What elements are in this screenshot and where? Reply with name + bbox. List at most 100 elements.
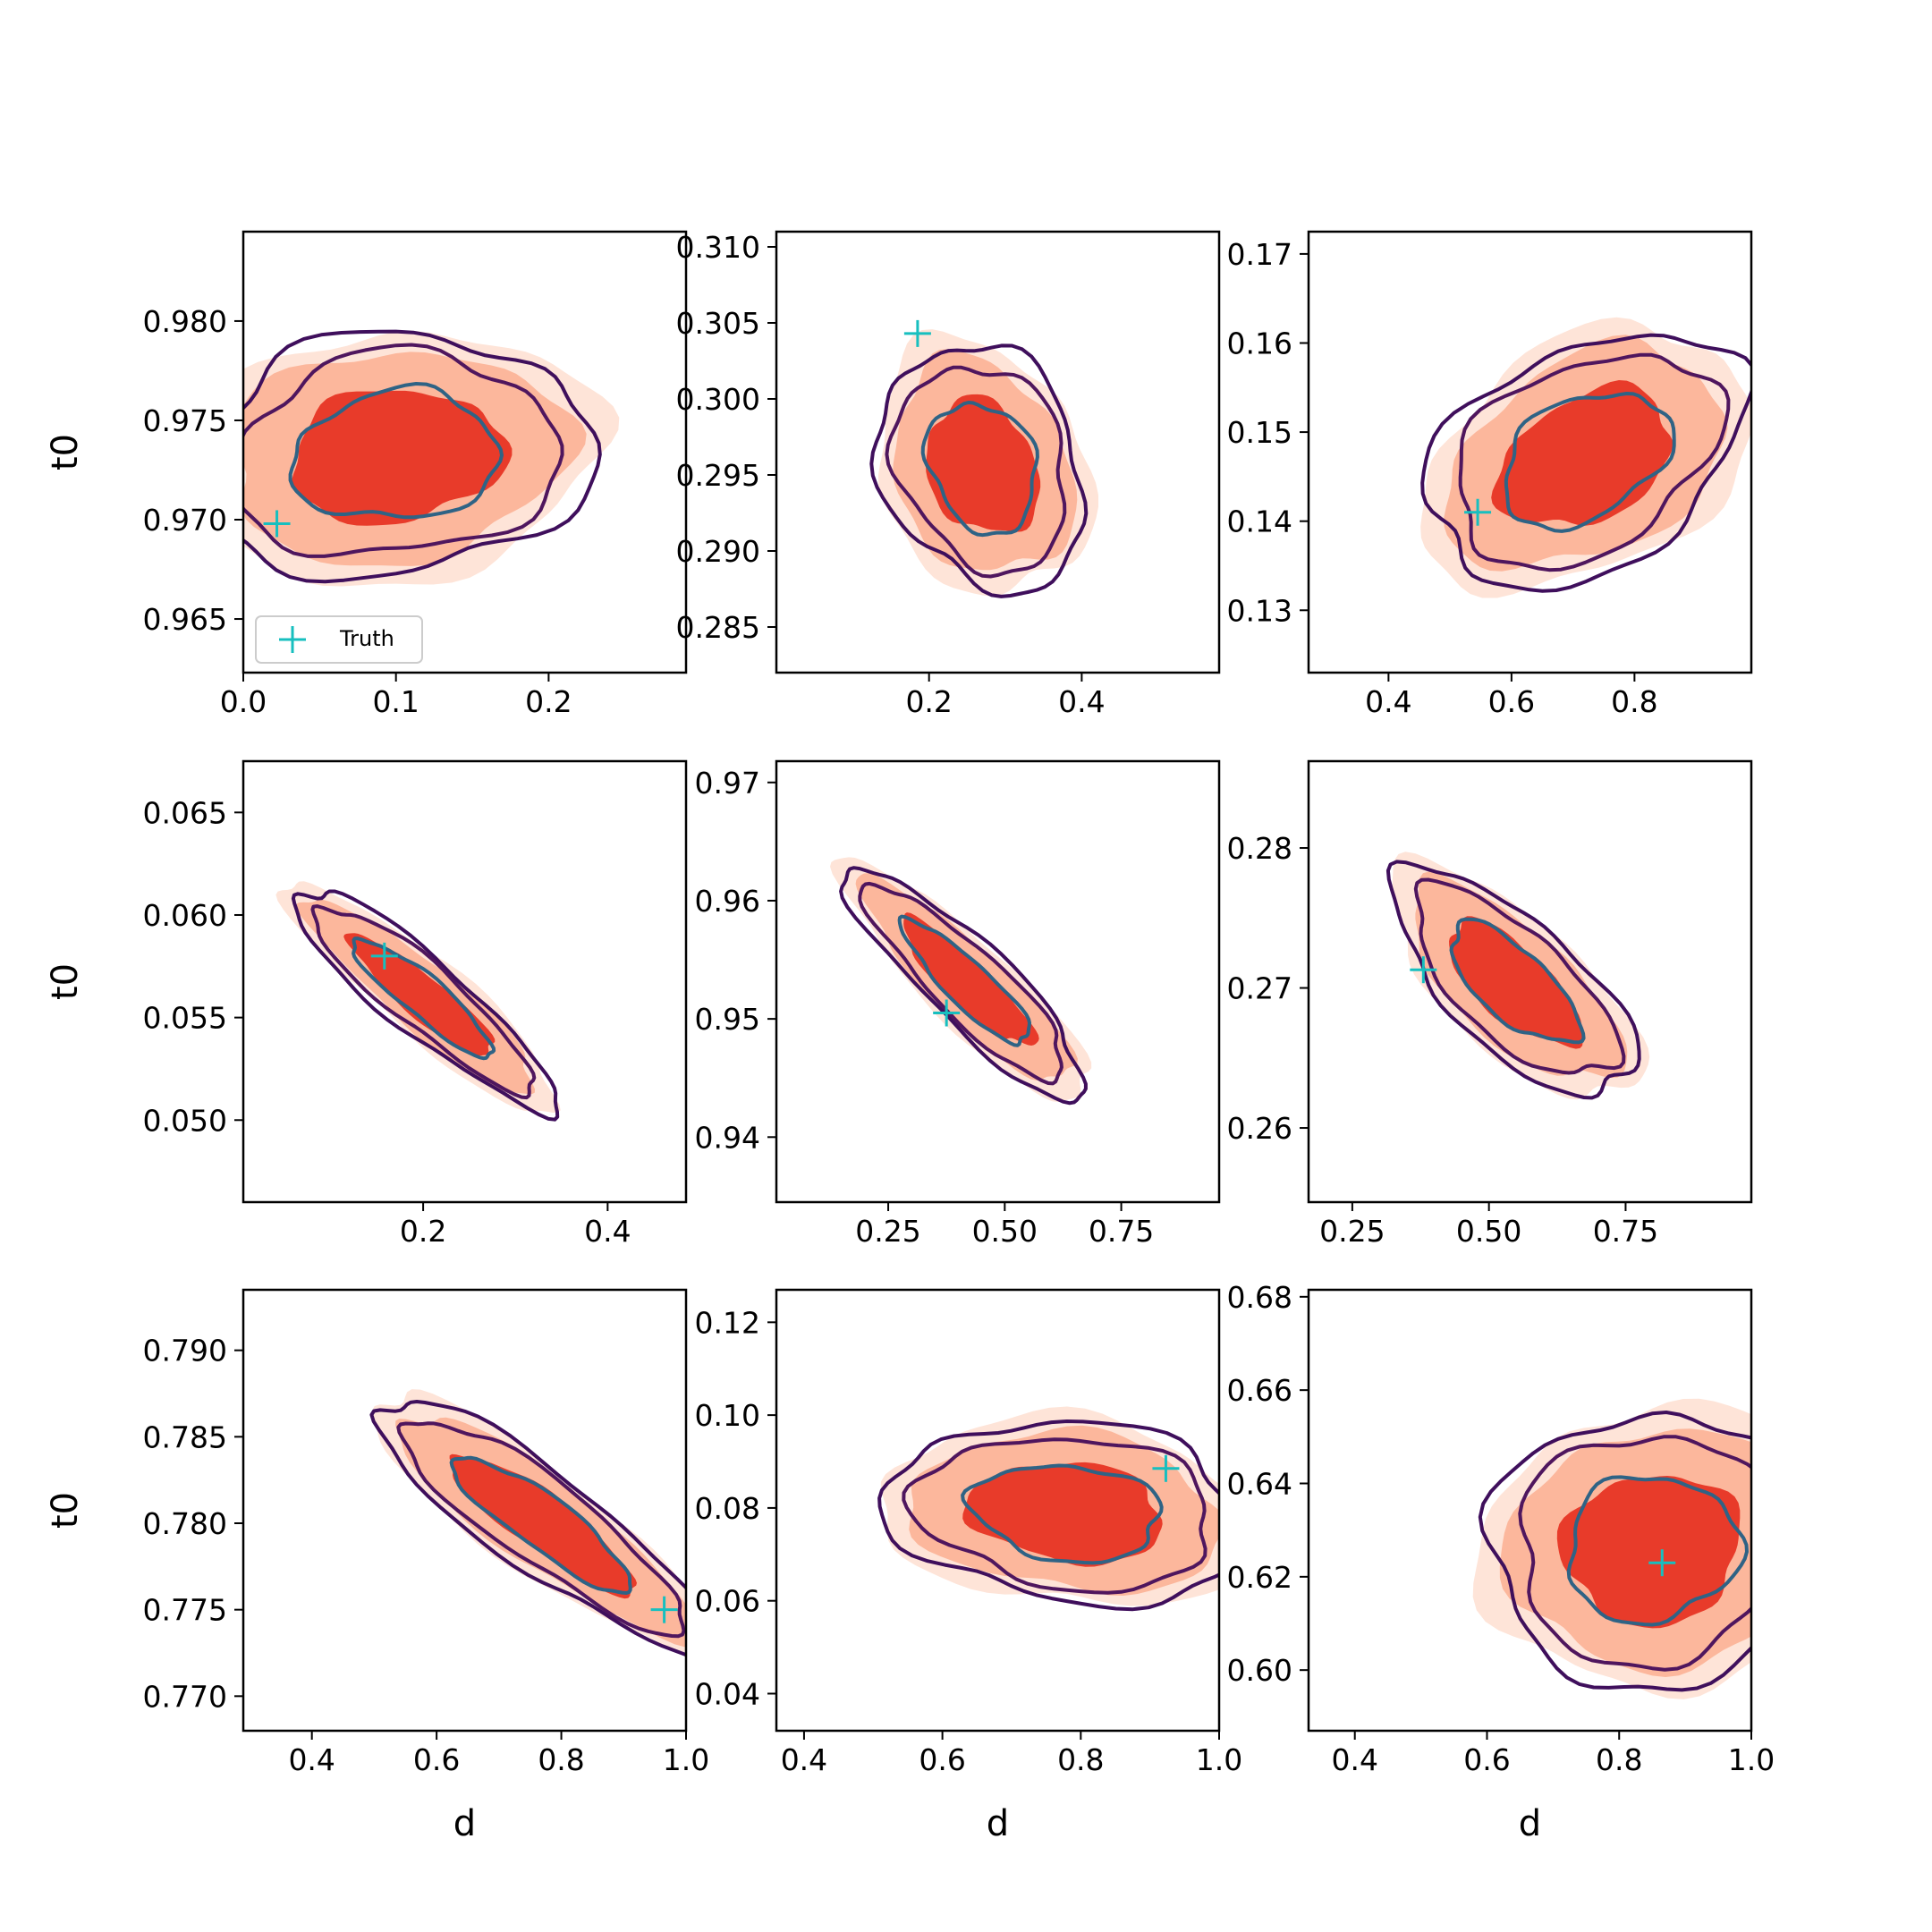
contour-line-outer	[839, 866, 1088, 1106]
truth-marker	[1648, 1549, 1676, 1577]
y-tick-label: 0.14	[1227, 504, 1292, 539]
density-fill-inner	[962, 1462, 1163, 1567]
contour-line-outer	[869, 343, 1089, 598]
x-tick-label: 0.6	[919, 1742, 965, 1777]
y-tick-label: 0.64	[1227, 1467, 1292, 1502]
x-tick-label: 0.6	[1463, 1742, 1510, 1777]
panel-6: 0.25 0.50 0.75 0.26 0.27 0.28	[1227, 759, 1753, 1249]
y-tick-label: 0.785	[143, 1419, 227, 1454]
x-tick-label: 0.0	[220, 684, 267, 719]
y-tick-label: 0.95	[695, 1002, 760, 1037]
density-fill-inner	[292, 390, 513, 526]
truth-marker	[650, 1596, 678, 1623]
y-tick-label: 0.10	[695, 1398, 760, 1433]
y-tick-label: 0.06	[695, 1584, 760, 1619]
y-tick-label: 0.94	[695, 1120, 760, 1155]
y-tick-label: 0.17	[1227, 237, 1292, 272]
y-tick-label: 0.13	[1227, 593, 1292, 628]
x-tick-label: 0.4	[1365, 684, 1411, 719]
x-tick-label: 0.8	[1596, 1742, 1642, 1777]
contour-line-outer	[369, 1400, 686, 1657]
x-tick-label: 0.75	[1089, 1214, 1154, 1249]
x-tick-label: 0.2	[905, 684, 952, 719]
contour-line-outer	[1478, 1411, 1751, 1692]
contour-line-outer	[877, 1419, 1219, 1612]
contour-line-middle	[310, 904, 537, 1100]
x-tick-label: 0.8	[1057, 1742, 1104, 1777]
plot-area	[369, 1389, 686, 1657]
truth-marker	[1410, 956, 1437, 984]
contour-line-middle	[885, 365, 1067, 579]
y-tick-label: 0.790	[143, 1334, 227, 1368]
y-tick-label: 0.050	[143, 1103, 227, 1138]
y-tick-label: 0.310	[676, 230, 760, 265]
y-tick-label: 0.16	[1227, 326, 1292, 360]
contour-line-middle	[1458, 352, 1731, 572]
contour-line-middle	[1413, 877, 1626, 1075]
legend: Truth	[255, 615, 423, 664]
x-axis-label: d	[1519, 1803, 1541, 1844]
y-tick-label: 0.96	[695, 884, 760, 919]
y-tick-label: 0.08	[695, 1491, 760, 1526]
density-fill-inner	[343, 933, 496, 1056]
panel-3: 0.4 0.6 0.8 0.13 0.14 0.15 0.16 0.17	[1227, 230, 1753, 719]
density-fill-inner	[1491, 380, 1674, 526]
contour-line-inner	[961, 1463, 1164, 1565]
panel-2: 0.2 0.4 0.285 0.290 0.295 0.300 0.305 0.310	[676, 230, 1221, 719]
y-tick-label: 0.62	[1227, 1560, 1292, 1595]
x-tick-label: 1.0	[1728, 1742, 1775, 1777]
x-tick-label: 0.6	[413, 1742, 460, 1777]
contour-line-outer	[291, 889, 560, 1122]
panel-7: 0.4 0.6 0.8 1.0 0.770 0.775 0.780 0.785 0.790 t0 d	[45, 1288, 709, 1844]
contour-line-inner	[352, 936, 496, 1061]
contour-line-outer	[1420, 333, 1751, 593]
y-tick-label: 0.28	[1227, 831, 1292, 866]
x-tick-label: 0.6	[1488, 684, 1535, 719]
y-tick-label: 0.12	[695, 1305, 760, 1340]
axes-frame	[775, 230, 1221, 674]
axes-frame	[242, 759, 688, 1204]
y-tick-label: 0.780	[143, 1506, 227, 1541]
x-tick-label: 0.2	[525, 684, 572, 719]
axes-frame	[775, 1288, 1221, 1733]
x-tick-label: 0.50	[1456, 1214, 1521, 1249]
x-tick-label: 0.1	[372, 684, 419, 719]
y-tick-label: 0.965	[143, 602, 227, 637]
contour-line-inner	[449, 1455, 632, 1595]
y-tick-label: 0.980	[143, 304, 227, 339]
axes-frame	[775, 759, 1221, 1204]
y-tick-label: 0.04	[695, 1676, 760, 1711]
density-fill-inner	[449, 1453, 637, 1599]
y-axis-label: t0	[45, 434, 86, 470]
y-axis-label: t0	[45, 1492, 86, 1529]
truth-marker	[263, 510, 291, 538]
contour-line-middle	[243, 343, 564, 558]
y-tick-label: 0.66	[1227, 1373, 1292, 1408]
x-tick-label: 0.4	[1058, 684, 1105, 719]
x-tick-label: 0.8	[538, 1742, 584, 1777]
density-fill-inner	[926, 394, 1041, 532]
panel-1: 0.0 0.1 0.2 0.965 0.970 0.975 0.980 t0 Truth	[45, 230, 688, 719]
panel-8: 0.4 0.6 0.8 1.0 0.04 0.06 0.08 0.10 0.12 d	[695, 1288, 1242, 1844]
legend-box	[255, 615, 423, 664]
density-fill-inner	[1449, 916, 1583, 1049]
contour-line-outer	[243, 329, 602, 584]
x-tick-label: 1.0	[663, 1742, 709, 1777]
contour-line-inner	[920, 401, 1039, 538]
contour-line-middle	[858, 881, 1063, 1086]
contour-line-middle	[1518, 1435, 1751, 1672]
truth-marker	[903, 319, 931, 347]
y-tick-label: 0.065	[143, 795, 227, 830]
contour-line-middle	[396, 1421, 686, 1639]
contour-line-inner	[1449, 917, 1586, 1045]
axes-frame	[242, 1288, 688, 1733]
panel-5: 0.25 0.50 0.75 0.94 0.95 0.96 0.97	[695, 759, 1221, 1249]
x-tick-label: 0.25	[855, 1214, 920, 1249]
plot-area	[1472, 1398, 1751, 1699]
plot-area	[830, 857, 1092, 1106]
x-tick-label: 0.75	[1593, 1214, 1658, 1249]
y-tick-label: 0.055	[143, 1001, 227, 1036]
legend-truth-marker	[279, 626, 306, 653]
y-tick-label: 0.15	[1227, 415, 1292, 450]
